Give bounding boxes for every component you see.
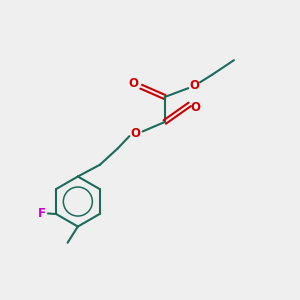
Text: O: O xyxy=(190,101,201,114)
Text: O: O xyxy=(129,77,139,90)
Text: O: O xyxy=(130,127,140,140)
Text: O: O xyxy=(189,79,199,92)
Text: F: F xyxy=(38,207,46,220)
